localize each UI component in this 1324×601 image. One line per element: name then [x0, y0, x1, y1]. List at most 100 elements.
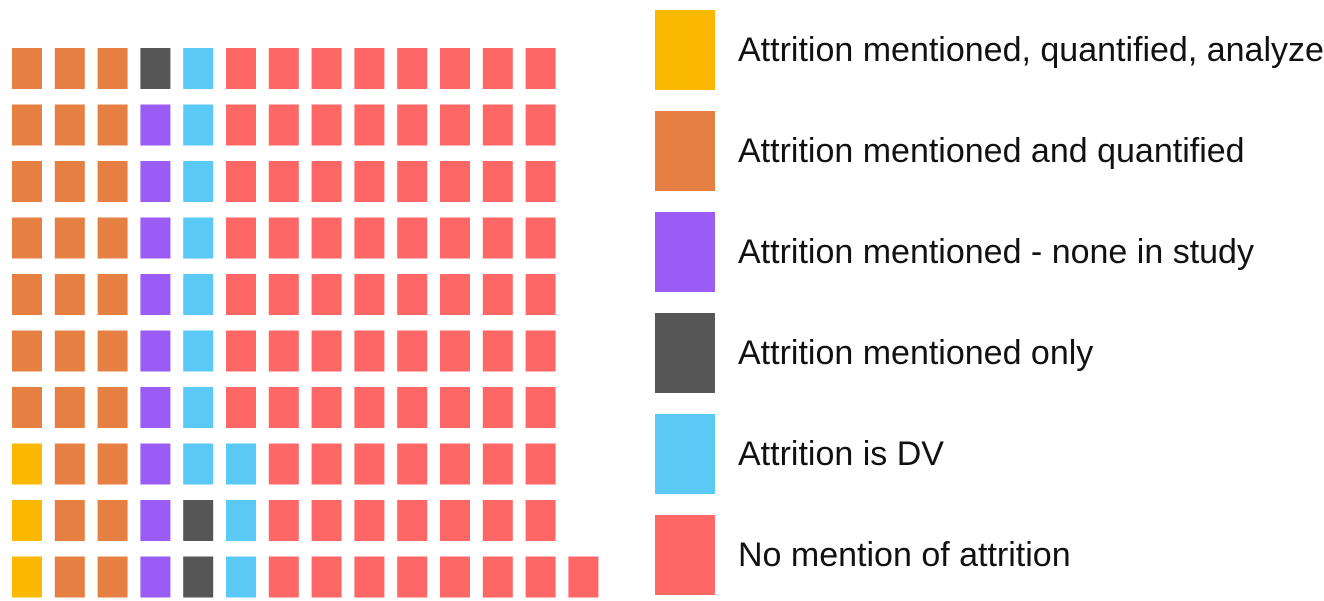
- waffle-cell: [397, 274, 428, 315]
- waffle-cell: [397, 556, 428, 598]
- waffle-cell: [311, 330, 342, 372]
- waffle-cell: [97, 330, 128, 372]
- waffle-cell: [482, 104, 513, 146]
- waffle-cell: [12, 556, 42, 598]
- waffle-cell: [482, 274, 513, 315]
- waffle-cell: [525, 48, 556, 89]
- waffle-cell: [440, 556, 470, 598]
- waffle-cell: [12, 48, 42, 89]
- waffle-cell: [525, 217, 556, 259]
- waffle-cell: [397, 330, 428, 372]
- waffle-cell: [97, 161, 128, 202]
- waffle-cell: [226, 556, 256, 598]
- waffle-cell: [525, 500, 556, 541]
- waffle-cell: [354, 443, 385, 485]
- waffle-cell: [140, 387, 171, 428]
- waffle-cell: [311, 48, 342, 89]
- waffle-cell: [482, 161, 513, 202]
- waffle-cell: [183, 48, 214, 89]
- waffle-cell: [97, 556, 128, 598]
- waffle-cell: [140, 217, 171, 259]
- legend-label: Attrition mentioned and quantified: [738, 132, 1245, 170]
- waffle-cell: [397, 500, 428, 541]
- waffle-cell: [440, 48, 470, 89]
- waffle-cell: [97, 48, 128, 89]
- waffle-cell: [12, 443, 42, 485]
- waffle-cell: [54, 104, 85, 146]
- waffle-cell: [268, 104, 299, 146]
- legend-swatch: [655, 414, 715, 494]
- waffle-cell: [140, 104, 171, 146]
- waffle-cell: [183, 556, 214, 598]
- legend-swatch: [655, 313, 715, 393]
- waffle-cell: [12, 161, 42, 202]
- waffle-cell: [311, 217, 342, 259]
- waffle-cell: [397, 104, 428, 146]
- waffle-cell: [97, 443, 128, 485]
- waffle-cell: [482, 217, 513, 259]
- waffle-cell: [268, 330, 299, 372]
- waffle-cell: [354, 330, 385, 372]
- waffle-cell: [140, 330, 171, 372]
- waffle-cell: [183, 274, 214, 315]
- waffle-cell: [183, 387, 214, 428]
- waffle-cell: [268, 556, 299, 598]
- legend-label: Attrition mentioned only: [738, 334, 1093, 372]
- waffle-cell: [440, 217, 470, 259]
- waffle-cell: [354, 48, 385, 89]
- legend-swatch: [655, 10, 715, 90]
- waffle-cell: [311, 387, 342, 428]
- waffle-cell: [568, 556, 599, 598]
- waffle-cell: [97, 387, 128, 428]
- waffle-cell: [140, 556, 171, 598]
- legend-label: Attrition is DV: [738, 435, 944, 473]
- waffle-cell: [354, 104, 385, 146]
- waffle-cell: [525, 104, 556, 146]
- waffle-cell: [525, 330, 556, 372]
- waffle-cell: [311, 161, 342, 202]
- waffle-cell: [440, 330, 470, 372]
- waffle-cell: [183, 330, 214, 372]
- waffle-cell: [12, 387, 42, 428]
- waffle-cell: [525, 387, 556, 428]
- waffle-cell: [354, 161, 385, 202]
- waffle-cell: [183, 500, 214, 541]
- waffle-cell: [54, 48, 85, 89]
- legend-swatch: [655, 515, 715, 595]
- waffle-cell: [183, 161, 214, 202]
- waffle-cell: [525, 556, 556, 598]
- waffle-cell: [140, 443, 171, 485]
- waffle-cell: [482, 48, 513, 89]
- waffle-cell: [397, 161, 428, 202]
- waffle-cell: [97, 217, 128, 259]
- waffle-cell: [140, 500, 171, 541]
- waffle-cell: [54, 443, 85, 485]
- waffle-cell: [525, 274, 556, 315]
- waffle-cell: [54, 330, 85, 372]
- waffle-cell: [482, 387, 513, 428]
- waffle-cell: [354, 500, 385, 541]
- waffle-cell: [440, 500, 470, 541]
- waffle-cell: [268, 500, 299, 541]
- waffle-cell: [440, 104, 470, 146]
- waffle-cell: [54, 387, 85, 428]
- waffle-cell: [97, 104, 128, 146]
- waffle-cell: [140, 48, 171, 89]
- legend-swatch: [655, 212, 715, 292]
- legend-swatch: [655, 111, 715, 191]
- waffle-cell: [482, 330, 513, 372]
- waffle-cell: [54, 556, 85, 598]
- waffle-cell: [183, 443, 214, 485]
- waffle-cell: [311, 556, 342, 598]
- waffle-cell: [226, 500, 256, 541]
- waffle-cell: [54, 500, 85, 541]
- waffle-cell: [268, 387, 299, 428]
- waffle-cell: [226, 217, 256, 259]
- waffle-cell: [482, 443, 513, 485]
- waffle-cell: [354, 274, 385, 315]
- waffle-cell: [12, 217, 42, 259]
- waffle-cell: [440, 161, 470, 202]
- waffle-cell: [440, 387, 470, 428]
- waffle-cell: [226, 274, 256, 315]
